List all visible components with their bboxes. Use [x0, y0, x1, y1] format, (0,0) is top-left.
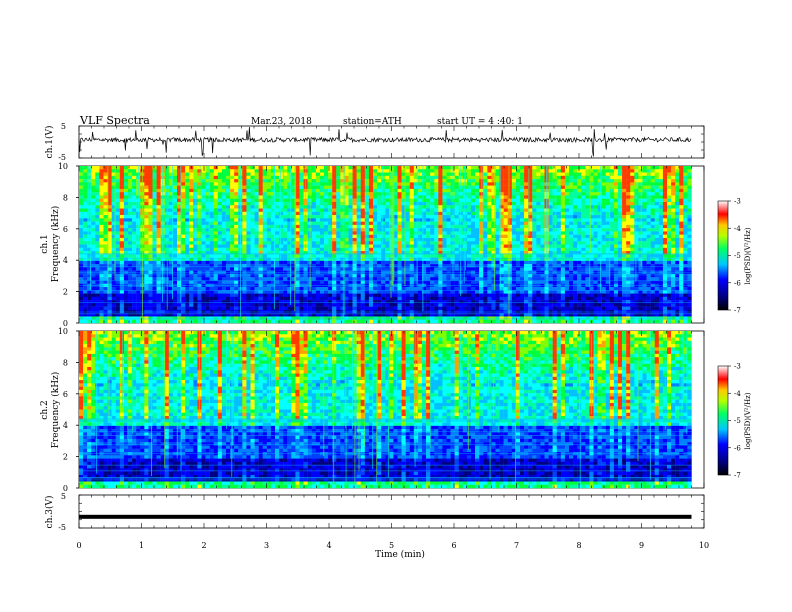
ch3-ytick-top: 5 [61, 492, 66, 501]
cb2-ticks-label-1: -4 [734, 390, 741, 398]
x-tick-label-6: 6 [451, 541, 456, 550]
spec2-yticks-label-2: 4 [63, 421, 68, 430]
station-label: station=ATH [343, 117, 402, 127]
date-label: Mar.23, 2018 [251, 117, 312, 127]
spec2-yticks-label-0: 0 [63, 484, 68, 493]
x-tick-label-0: 0 [76, 541, 81, 550]
ch1-colorbar-gradient [717, 200, 729, 311]
x-tick-label-5: 5 [389, 541, 394, 550]
x-tick-label-9: 9 [639, 541, 644, 550]
cb2-ticks-label-2: -5 [734, 417, 741, 425]
ch1-spectrogram-panel: ch.1 Frequency (kHz) 0 2 4 6 8 10 [40, 162, 705, 328]
cb1-ticks-label-4: -7 [734, 307, 741, 315]
ch3-waveform-ylabel: ch.3(V) [44, 496, 55, 529]
x-tick-label-7: 7 [514, 541, 519, 550]
ch2-spectrogram-panel: ch.2 Frequency (kHz) 0 2 4 6 8 10 [40, 327, 705, 493]
x-tick-label-8: 8 [576, 541, 581, 550]
ch2-spectrogram-image [79, 331, 692, 489]
ch2-spectrogram-channel-label: ch.2 [40, 400, 50, 419]
ch3-waveform-line [79, 514, 692, 519]
ch2-colorbar-label: log(PSD)(V²/Hz) [744, 392, 752, 449]
spec2-yticks-label-4: 8 [63, 358, 68, 367]
ch1-waveform-line [78, 126, 692, 157]
ch1-spectrogram-channel-label: ch.1 [40, 234, 50, 253]
ch1-ytick-top: 5 [61, 122, 66, 131]
x-tick-label-10: 10 [699, 541, 709, 550]
x-axis-label: Time (min) [375, 549, 425, 560]
ch3-waveform-frame [78, 494, 705, 529]
ch2-colorbar-gradient [717, 365, 729, 476]
ch1-waveform-frame [78, 125, 705, 159]
spec1-yticks-label-0: 0 [63, 319, 68, 328]
ch1-waveform-ylabel: ch.1(V) [44, 126, 55, 159]
spec2-yticks-label-5: 10 [58, 327, 68, 336]
spec1-yticks-label-4: 8 [63, 193, 68, 202]
cb1-ticks-label-2: -5 [734, 252, 741, 260]
ch1-colorbar: -3 -4 -5 -6 -7 log(PSD)(V²/Hz) [717, 198, 752, 315]
ch1-waveform-panel: 5 -5 ch.1(V) [44, 122, 705, 162]
x-tick-label-1: 1 [139, 541, 144, 550]
spec2-yticks-label-1: 2 [63, 453, 68, 462]
ch2-spectrogram-ylabel: Frequency (kHz) [50, 372, 61, 449]
ch3-waveform-panel: 5 -5 ch.3(V) [44, 492, 705, 532]
ch1-ytick-bottom: -5 [58, 153, 66, 162]
spec1-yticks-label-3: 6 [63, 225, 68, 234]
x-tick-label-3: 3 [264, 541, 269, 550]
spec1-yticks-label-1: 2 [63, 288, 68, 297]
cb1-ticks-label-0: -3 [734, 198, 741, 206]
spec1-yticks-label-2: 4 [63, 256, 68, 265]
ch1-spectrogram-image [79, 166, 692, 324]
cb2-ticks-label-4: -7 [734, 472, 741, 480]
start-time-label: start UT = 4 :40: 1 [437, 117, 523, 127]
cb2-ticks-label-3: -6 [734, 444, 741, 452]
x-tick-label-2: 2 [201, 541, 206, 550]
time-axis: 0 1 2 3 4 5 6 7 8 9 10 [76, 125, 709, 550]
ch1-colorbar-label: log(PSD)(V²/Hz) [744, 227, 752, 284]
spec1-yticks-label-5: 10 [58, 162, 68, 171]
ch3-ytick-bottom: -5 [58, 523, 66, 532]
cb2-ticks-label-0: -3 [734, 363, 741, 371]
figure-title: VLF Spectra [79, 114, 150, 127]
cb1-ticks-label-1: -4 [734, 225, 741, 233]
spec2-yticks-label-3: 6 [63, 390, 68, 399]
ch2-colorbar: -3 -4 -5 -6 -7 log(PSD)(V²/Hz) [717, 363, 752, 480]
cb1-ticks-label-3: -6 [734, 279, 741, 287]
x-tick-label-4: 4 [326, 541, 331, 550]
ch1-spectrogram-ylabel: Frequency (kHz) [50, 206, 61, 283]
